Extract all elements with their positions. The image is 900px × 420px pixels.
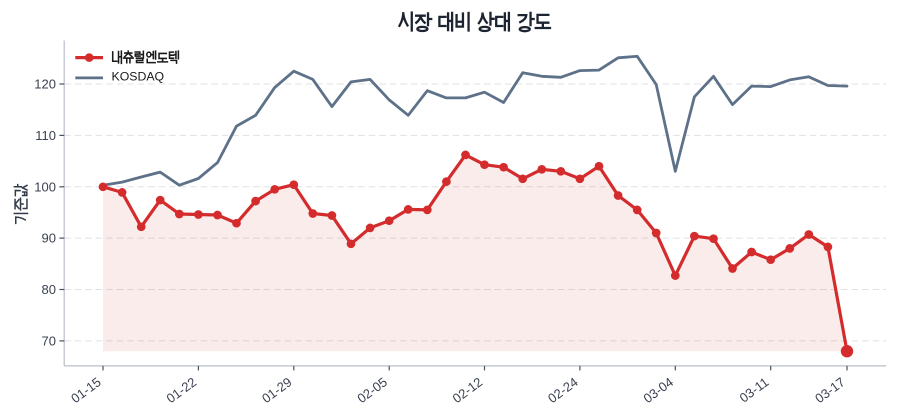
svg-text:90: 90 [42,231,56,246]
svg-text:100: 100 [34,179,56,194]
svg-text:80: 80 [42,282,56,297]
svg-text:120: 120 [34,77,56,92]
svg-text:KOSDAQ: KOSDAQ [112,69,165,83]
svg-text:110: 110 [35,128,56,143]
svg-text:70: 70 [42,334,56,349]
